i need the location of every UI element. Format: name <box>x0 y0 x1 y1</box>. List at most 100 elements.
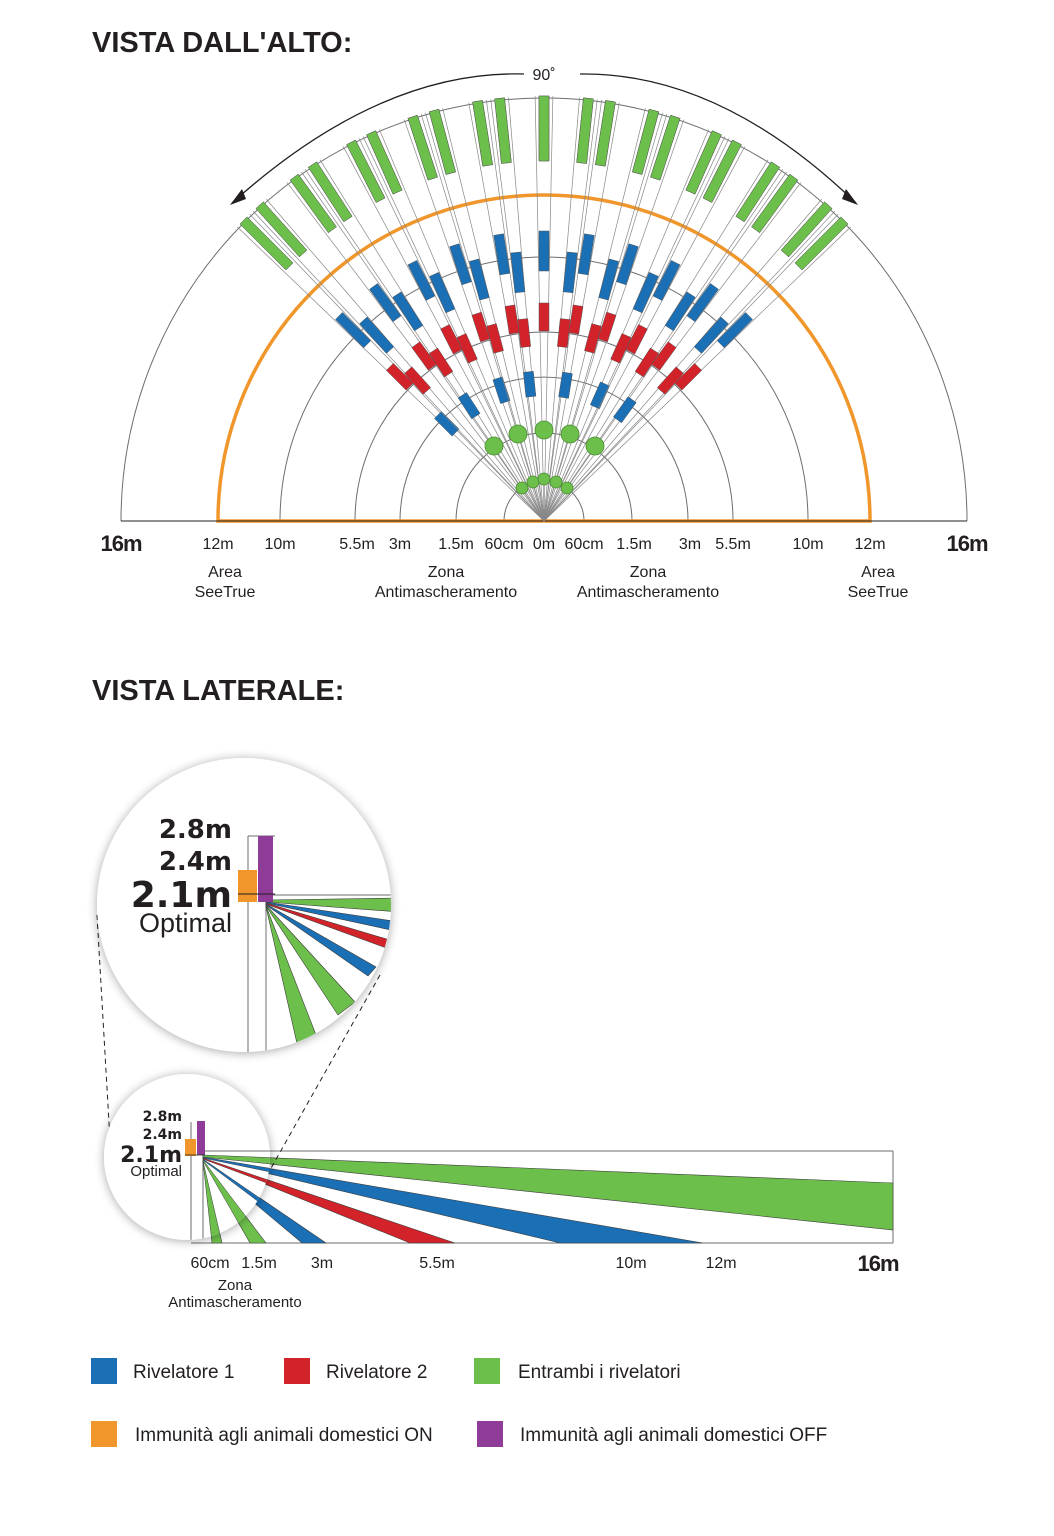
beam-green-far <box>407 114 438 181</box>
beam-red <box>504 304 520 335</box>
distance-label: 3m <box>311 1255 333 1272</box>
height-label: 2.1m <box>131 875 232 916</box>
distance-label: 60cm <box>190 1255 229 1272</box>
beam-red <box>557 318 571 348</box>
distance-label: 1.5m <box>241 1255 277 1272</box>
arrow-right-icon <box>842 189 858 205</box>
beam-edge <box>442 108 545 522</box>
beam-green-far <box>472 100 493 167</box>
beam-blue-near <box>613 396 637 424</box>
distance-label: 5.5m <box>715 536 751 553</box>
pet-immunity-off-bar <box>258 836 273 902</box>
beam-blue <box>449 243 472 286</box>
distance-label: 12m <box>854 536 885 553</box>
beam-edge <box>543 108 646 522</box>
beam-red <box>385 362 414 391</box>
side-view-beams <box>202 1154 894 1244</box>
beam-red <box>625 324 648 355</box>
beam-edge <box>508 97 545 522</box>
distance-label: 12m <box>202 536 233 553</box>
angle-label: 90˚ <box>532 67 555 84</box>
zoom-guide <box>269 974 381 1171</box>
beam-blue-near <box>558 371 573 399</box>
near-zone-dot <box>515 481 529 495</box>
angle-arc <box>231 73 525 204</box>
beam-blue <box>716 312 753 349</box>
beam-edge <box>543 112 663 522</box>
beam-blue <box>538 230 550 272</box>
distance-label: 5.5m <box>339 536 375 553</box>
beam-green-far <box>289 173 337 234</box>
legend-label: Entrambi i rivelatori <box>518 1362 681 1383</box>
beam-blue <box>392 291 424 332</box>
pet-immunity-on-bar <box>185 1139 196 1156</box>
beam-edge <box>543 97 580 522</box>
distance-label: 60cm <box>484 536 523 553</box>
beam-red <box>651 341 677 371</box>
beam-green-far <box>595 100 616 167</box>
beam-blue <box>632 271 659 314</box>
beam-red <box>428 347 454 378</box>
caption-line: Zona <box>630 564 667 581</box>
distance-label: 0m <box>533 536 555 553</box>
beam-blue <box>407 260 436 301</box>
beam-blue <box>686 283 719 323</box>
beam-green-far <box>632 108 660 175</box>
beam-edge <box>543 169 784 522</box>
beam-edge <box>425 112 545 522</box>
beam-blue <box>335 312 372 349</box>
legend-swatch <box>91 1421 117 1447</box>
beam-green-far <box>685 130 722 195</box>
beam-red <box>517 318 531 348</box>
arrow-left-icon <box>230 189 246 205</box>
near-zone-dot <box>585 436 605 456</box>
legend-label: Immunità agli animali domestici OFF <box>520 1425 827 1446</box>
beam-green-far <box>428 108 456 175</box>
beam-green-far <box>794 216 849 271</box>
zoom-guide <box>96 914 111 1141</box>
beam-blue <box>493 233 511 276</box>
height-label: 2.8m <box>159 815 232 845</box>
legend-label: Rivelatore 2 <box>326 1362 427 1383</box>
beam-edge <box>304 169 545 522</box>
beam-edge <box>490 99 545 522</box>
beam-blue <box>429 271 456 314</box>
height-label: 2.4m <box>143 1127 182 1143</box>
distance-label: 10m <box>264 536 295 553</box>
beam-red <box>440 324 463 355</box>
distance-label: 12m <box>705 1255 736 1272</box>
top-view-title: VISTA DALL'ALTO: <box>92 27 352 59</box>
beam-blue <box>577 233 595 276</box>
beam-red <box>411 341 437 371</box>
beam-edge <box>362 136 545 522</box>
pet-immunity-on-bar <box>238 870 257 902</box>
caption-line: Antimascheramento <box>577 584 719 601</box>
caption-line: Zona <box>428 564 465 581</box>
near-zone-dot <box>560 481 574 495</box>
beam-red <box>610 333 632 364</box>
legend-swatch <box>284 1358 310 1384</box>
caption-line: Antimascheramento <box>168 1294 301 1311</box>
near-zone-dot <box>526 475 540 489</box>
big-magnifier-content <box>238 835 391 1052</box>
distance-label: 60cm <box>564 536 603 553</box>
beam-red <box>486 323 504 354</box>
beam-edge <box>252 210 545 522</box>
distance-label: 16m <box>100 531 141 556</box>
beam-edge <box>543 159 769 522</box>
beam-blue <box>510 251 526 294</box>
beam-green-far <box>346 139 386 203</box>
beam-blue <box>562 251 578 294</box>
beam-red <box>597 311 617 343</box>
beam-blue-near <box>492 376 511 404</box>
legend: Rivelatore 1 Rivelatore 2 Entrambi i riv… <box>91 1358 827 1447</box>
beam-red <box>538 302 550 332</box>
beam-red <box>568 304 584 335</box>
beam-blue <box>598 258 620 301</box>
beam-green-far <box>780 201 833 258</box>
caption-line: Antimascheramento <box>375 584 517 601</box>
beam-green-far <box>735 161 781 223</box>
beam-blue <box>652 260 681 301</box>
beam-red <box>471 311 491 343</box>
caption-line: Area <box>208 564 242 581</box>
